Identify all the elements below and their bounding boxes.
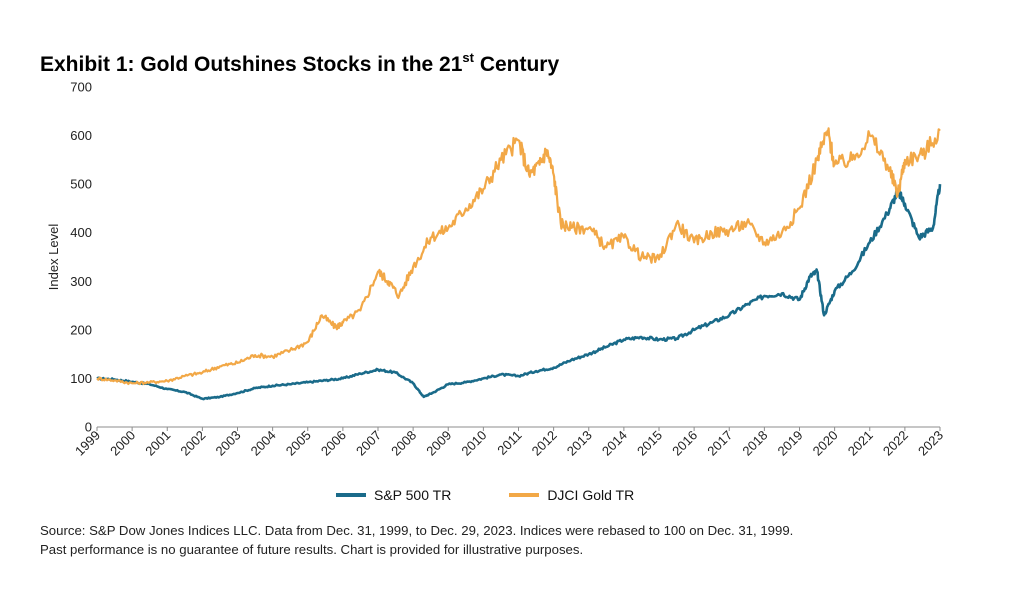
x-tick-label: 2011 (494, 428, 524, 458)
y-tick-label: 300 (70, 274, 92, 289)
x-tick-label: 2004 (248, 428, 279, 459)
x-tick-label: 2000 (107, 428, 138, 459)
y-tick-label: 400 (70, 225, 92, 240)
x-axis: 1999 2000 2001 2002 2003 2004 2005 2006 2007 2008… (72, 427, 946, 459)
x-tick-label: 2018 (739, 428, 770, 459)
series-line-sp500 (96, 184, 942, 401)
y-tick-label: 600 (70, 128, 92, 143)
x-tick-label: 2008 (388, 428, 419, 459)
legend-label-gold: DJCI Gold TR (547, 487, 635, 503)
x-tick-label: 1999 (72, 428, 103, 459)
x-tick-label: 2007 (353, 428, 384, 459)
x-tick-label: 2014 (599, 428, 630, 459)
source-line-1: Source: S&P Dow Jones Indices LLC. Data … (40, 523, 794, 538)
y-axis: 0 100 200 300 400 500 600 700 (70, 80, 92, 435)
plot-area (96, 127, 942, 401)
y-axis-title: Index Level (46, 224, 61, 291)
chart-title: Exhibit 1: Gold Outshines Stocks in the … (40, 50, 560, 76)
x-tick-label: 2010 (458, 428, 489, 459)
legend-item-sp500: S&P 500 TR (336, 487, 451, 503)
x-tick-label: 2023 (915, 428, 946, 459)
y-tick-label: 700 (70, 80, 92, 95)
legend-swatch-sp500 (336, 493, 366, 497)
x-tick-label: 2016 (669, 428, 700, 459)
y-tick-label: 200 (70, 322, 92, 337)
legend-item-gold: DJCI Gold TR (509, 487, 634, 503)
x-tick-label: 2019 (775, 428, 806, 459)
x-tick-label: 2020 (810, 428, 841, 459)
x-tick-label: 2001 (142, 428, 173, 459)
y-tick-label: 100 (70, 371, 92, 386)
x-tick-label: 2015 (634, 428, 665, 459)
y-tick-label: 500 (70, 177, 92, 192)
x-tick-label: 2012 (529, 428, 560, 459)
x-tick-label: 2005 (283, 428, 314, 459)
x-tick-label: 2009 (423, 428, 454, 459)
source-note: Source: S&P Dow Jones Indices LLC. Data … (40, 521, 1000, 559)
x-tick-label: 2021 (845, 428, 876, 459)
x-tick-label: 2006 (318, 428, 349, 459)
x-tick-label: 2022 (880, 428, 911, 459)
legend-swatch-gold (509, 493, 540, 497)
y-tick-label: 0 (85, 420, 92, 435)
x-tick-label: 2017 (704, 428, 735, 459)
legend-label-sp500: S&P 500 TR (374, 487, 452, 503)
series-line-gold (96, 127, 941, 386)
x-tick-label: 2002 (177, 428, 208, 459)
x-tick-label: 2003 (213, 428, 244, 459)
source-line-2: Past performance is no guarantee of futu… (40, 542, 584, 557)
legend: S&P 500 TR DJCI Gold TR (336, 485, 692, 505)
x-tick-label: 2013 (564, 428, 595, 459)
